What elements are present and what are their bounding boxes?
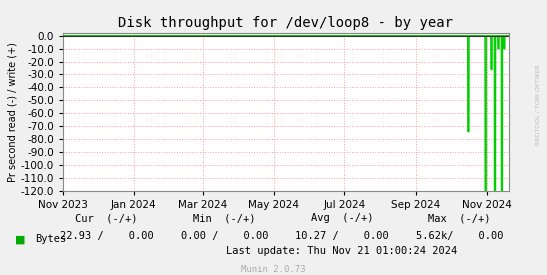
Text: 22.93 /    0.00: 22.93 / 0.00: [60, 231, 154, 241]
Text: 10.27 /    0.00: 10.27 / 0.00: [295, 231, 389, 241]
Text: Cur  (-/+): Cur (-/+): [75, 213, 138, 223]
Text: Last update: Thu Nov 21 01:00:24 2024: Last update: Thu Nov 21 01:00:24 2024: [226, 246, 457, 256]
Text: Bytes: Bytes: [36, 234, 67, 244]
Text: Avg  (-/+): Avg (-/+): [311, 213, 373, 223]
Text: 0.00 /    0.00: 0.00 / 0.00: [181, 231, 268, 241]
Text: 5.62k/    0.00: 5.62k/ 0.00: [416, 231, 503, 241]
Text: Max  (-/+): Max (-/+): [428, 213, 491, 223]
Title: Disk throughput for /dev/loop8 - by year: Disk throughput for /dev/loop8 - by year: [118, 16, 453, 31]
Text: Munin 2.0.73: Munin 2.0.73: [241, 265, 306, 274]
Text: Min  (-/+): Min (-/+): [193, 213, 255, 223]
Y-axis label: Pr second read (-) / write (+): Pr second read (-) / write (+): [8, 42, 18, 182]
Text: ■: ■: [15, 234, 26, 244]
Text: RRDTOOL / TOBI OETIKER: RRDTOOL / TOBI OETIKER: [536, 64, 540, 145]
